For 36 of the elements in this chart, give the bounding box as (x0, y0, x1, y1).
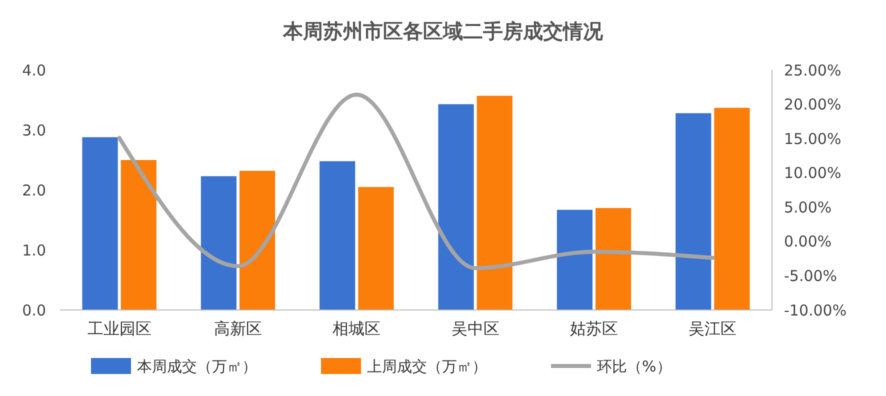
x-tick-label: 吴江区 (688, 319, 737, 338)
y2-tick-label: 20.00% (784, 96, 842, 114)
legend-label: 上周成交（万㎡） (367, 357, 487, 376)
bar (438, 104, 474, 310)
bar (240, 170, 276, 310)
y-tick-label: 4.0 (22, 61, 46, 80)
bar (476, 96, 512, 310)
y-tick-label: 1.0 (22, 241, 46, 260)
y2-tick-label: 15.00% (784, 130, 842, 148)
bar (676, 113, 712, 310)
y2-tick-label: 25.00% (784, 61, 842, 80)
bar (358, 187, 394, 310)
y-tick-label: 0.0 (22, 301, 46, 320)
chart-title: 本周苏州市区各区域二手房成交情况 (282, 19, 604, 43)
line-series (117, 92, 715, 270)
bar (596, 208, 632, 310)
bar (714, 108, 750, 310)
bar (556, 210, 592, 310)
x-tick-label: 姑苏区 (570, 319, 618, 338)
bar (200, 176, 236, 310)
bar (120, 160, 156, 310)
y-tick-label: 3.0 (22, 121, 46, 140)
y2-tick-label: -10.00% (784, 301, 847, 320)
y2-tick-label: -5.00% (784, 266, 838, 285)
y2-tick-label: 5.00% (784, 198, 832, 216)
y2-tick-label: 10.00% (784, 164, 842, 182)
x-tick-label: 相城区 (332, 319, 381, 338)
x-tick-label: 高新区 (214, 319, 262, 338)
legend-label: 环比（%） (597, 357, 672, 376)
y-tick-label: 2.0 (22, 181, 46, 200)
x-tick-label: 吴中区 (451, 319, 500, 338)
bar (82, 137, 118, 310)
y2-tick-label: 0.00% (784, 232, 832, 251)
x-tick-label: 工业园区 (87, 319, 152, 338)
legend-label: 本周成交（万㎡） (137, 357, 257, 376)
bar (320, 161, 356, 310)
